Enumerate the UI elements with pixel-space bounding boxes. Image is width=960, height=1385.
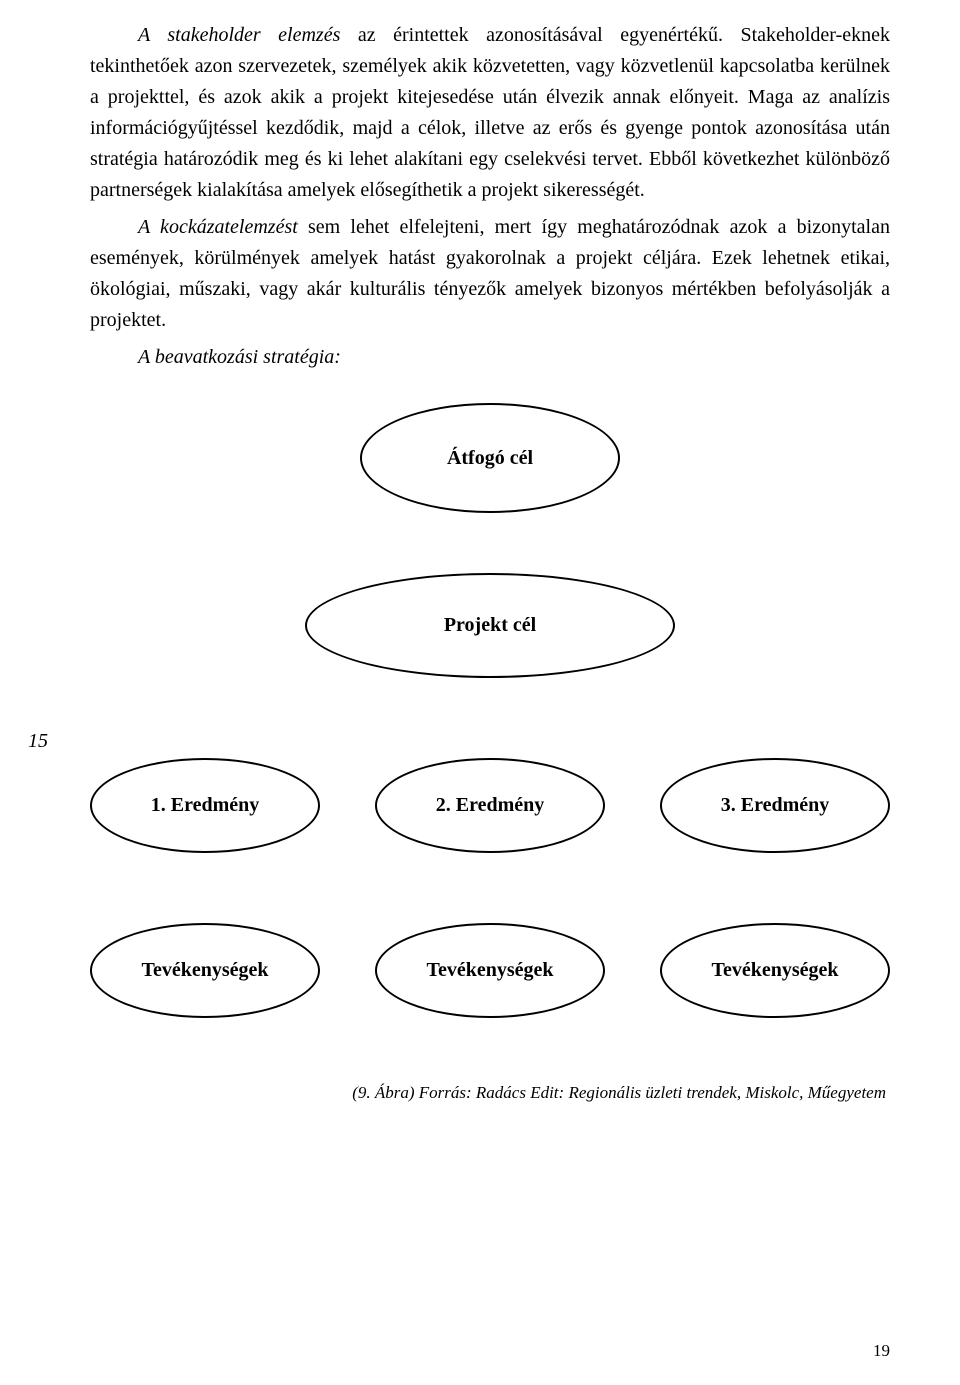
diagram-node: Tevékenységek: [375, 923, 605, 1018]
strategy-diagram: Átfogó cél Projekt cél 1. Eredmény 2. Eredm…: [90, 403, 890, 1073]
diagram-node: 3. Eredmény: [660, 758, 890, 853]
diagram-node: Átfogó cél: [360, 403, 620, 513]
figure-caption: (9. Ábra) Forrás: Radács Edit: Regionáli…: [90, 1083, 890, 1103]
document-page: A stakeholder elemzés az érintettek azon…: [0, 0, 960, 1385]
paragraph-1: A stakeholder elemzés az érintettek azon…: [90, 20, 890, 206]
diagram-node: Projekt cél: [305, 573, 675, 678]
diagram-row: Tevékenységek Tevékenységek Tevékenységek: [90, 923, 890, 1018]
diagram-node: 1. Eredmény: [90, 758, 320, 853]
page-number: 19: [873, 1341, 890, 1361]
paragraph-2: A kockázatelemzést sem lehet elfelejteni…: [90, 212, 890, 336]
marginal-number: 15: [28, 730, 48, 753]
paragraph-3: A beavatkozási stratégia:: [90, 342, 890, 373]
diagram-node: 2. Eredmény: [375, 758, 605, 853]
diagram-node: Tevékenységek: [660, 923, 890, 1018]
diagram-node: Tevékenységek: [90, 923, 320, 1018]
diagram-row: 1. Eredmény2. Eredmény3. Eredmény15: [90, 758, 890, 853]
